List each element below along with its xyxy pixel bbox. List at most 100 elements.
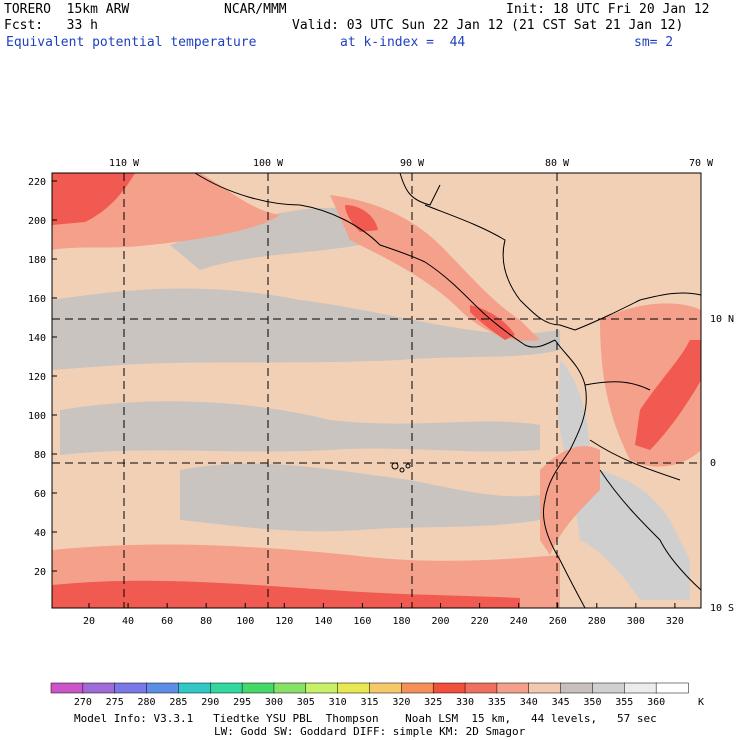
red-colombia — [635, 340, 701, 450]
init-time: Init: 18 UTC Fri 20 Jan 12 — [506, 2, 710, 17]
y-tick-label: 20 — [34, 567, 46, 578]
field-shading — [52, 173, 701, 608]
lat-lon-grid — [52, 173, 701, 608]
galapagos — [391, 462, 411, 473]
top-lon-labels: 110 W 100 W 90 W 80 W 70 W — [109, 158, 714, 169]
salmon-central-america — [330, 195, 540, 341]
x-tick-label: 100 — [236, 616, 254, 627]
lon-label-100w: 100 W — [253, 158, 284, 169]
legend-label: 315 — [360, 697, 378, 708]
legend-swatch — [337, 682, 371, 694]
legend-swatch — [146, 682, 180, 694]
valid-time: Valid: 03 UTC Sun 22 Jan 12 (21 CST Sat … — [292, 18, 684, 33]
legend-label: 305 — [297, 697, 315, 708]
coastlines — [194, 172, 702, 609]
x-tick-label: 60 — [161, 616, 173, 627]
lon-label-110w: 110 W — [109, 158, 140, 169]
y-tick-label: 60 — [34, 489, 46, 500]
x-tick-label: 280 — [588, 616, 606, 627]
x-tick-label: 120 — [275, 616, 293, 627]
y-tick-label: 100 — [28, 411, 46, 422]
legend-label: 335 — [488, 697, 506, 708]
y-tick-label: 40 — [34, 528, 46, 539]
legend-label: 350 — [583, 697, 601, 708]
legend-label: 275 — [106, 697, 124, 708]
gulf-coast — [399, 172, 441, 206]
model-title: TORERO 15km ARW — [4, 2, 130, 17]
red-south-strip — [52, 580, 520, 608]
x-tick-label: 240 — [510, 616, 528, 627]
x-tick-label: 20 — [83, 616, 95, 627]
legend-label: 285 — [169, 697, 187, 708]
legend-swatch — [210, 682, 243, 694]
red-costa-rica — [470, 305, 515, 340]
legend-swatch — [305, 682, 339, 694]
y-tick-label: 120 — [28, 372, 46, 383]
legend-swatch — [624, 682, 657, 694]
y-axis-ticks: 220 200 180 160 140 120 100 80 60 40 20 — [28, 177, 57, 578]
legend-label: 310 — [329, 697, 347, 708]
gray-band-middle — [60, 401, 540, 455]
x-tick-label: 160 — [353, 616, 371, 627]
x-tick-label: 220 — [471, 616, 489, 627]
legend-label: 345 — [552, 697, 570, 708]
x-tick-label: 260 — [549, 616, 567, 627]
smoothing-info: sm= 2 — [634, 35, 674, 50]
gray-band-north — [52, 288, 560, 370]
legend-swatch — [592, 682, 626, 694]
x-tick-label: 140 — [314, 616, 332, 627]
center-name: NCAR/MMM — [224, 2, 287, 17]
x-tick-label: 80 — [200, 616, 212, 627]
central-america-pacific — [424, 261, 556, 348]
map-frame — [51, 172, 702, 609]
model-info: Model Info: V3.3.1 Tiedtke YSU PBL Thomp… — [74, 712, 657, 725]
x-tick-label: 180 — [392, 616, 410, 627]
y-tick-label: 140 — [28, 333, 46, 344]
central-america-caribbean — [424, 204, 521, 301]
panama — [519, 299, 576, 331]
lon-label-90w: 90 W — [400, 158, 425, 169]
field-name: Equivalent potential temperature — [6, 35, 257, 50]
ecuador-peru-coast — [542, 449, 586, 609]
legend-label: 295 — [233, 697, 251, 708]
country-borders — [584, 381, 702, 591]
legend-label: 320 — [392, 697, 410, 708]
lon-label-80w: 80 W — [545, 158, 570, 169]
mexico-coast — [194, 172, 426, 263]
legend-swatch — [273, 682, 307, 694]
legend-swatch — [464, 682, 498, 694]
lat-label-0: 0 — [710, 458, 716, 469]
red-guatemala — [345, 205, 378, 232]
salmon-colombia — [600, 303, 701, 467]
lat-label-10n: 10 N — [710, 314, 734, 325]
legend-label: 360 — [647, 697, 665, 708]
legend-label: 280 — [138, 697, 156, 708]
physics-info: LW: Godd SW: Goddard DIFF: simple KM: 2D… — [214, 725, 526, 738]
x-axis-ticks: 20 40 60 80 100 120 140 160 180 200 220 240 260 280 30… — [83, 603, 684, 627]
legend-swatch — [369, 682, 403, 694]
legend-swatch — [432, 682, 466, 694]
color-legend: 270 275 280 285 290 295 300 305 310 315 320 325 330 3… — [50, 682, 704, 708]
x-tick-label: 200 — [432, 616, 450, 627]
lon-label-70w: 70 W — [689, 158, 714, 169]
legend-swatch — [496, 682, 530, 694]
venezuela-coast — [574, 292, 702, 331]
level-info: at k-index = 44 — [340, 35, 466, 50]
legend-label: 330 — [456, 697, 474, 708]
legend-swatch — [114, 682, 148, 694]
y-tick-label: 180 — [28, 255, 46, 266]
red-northwest — [52, 173, 135, 225]
legend-label: 270 — [74, 697, 92, 708]
legend-label: 325 — [424, 697, 442, 708]
legend-swatch — [50, 682, 84, 694]
right-lat-labels: 10 N 0 10 S — [710, 314, 734, 614]
legend-swatch — [560, 682, 594, 694]
gray-band-south — [180, 463, 540, 532]
legend-label: 290 — [201, 697, 219, 708]
gray-band-upper — [170, 207, 380, 270]
legend-label: 340 — [520, 697, 538, 708]
legend-swatch — [528, 682, 562, 694]
x-tick-label: 300 — [627, 616, 645, 627]
y-tick-label: 220 — [28, 177, 46, 188]
